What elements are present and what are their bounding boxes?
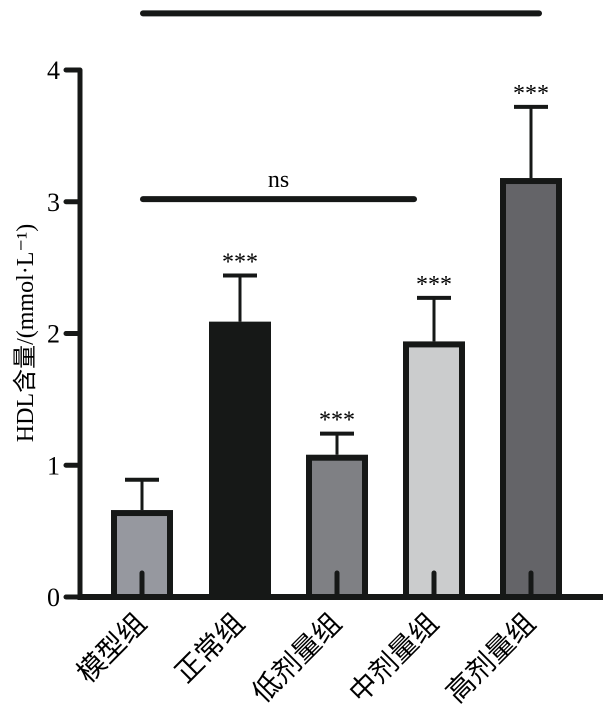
y-tick-label: 3 <box>47 188 60 217</box>
bar-significance-label: *** <box>416 272 452 298</box>
x-tick-label: 低剂量组 <box>246 607 348 709</box>
x-tick-label: 高剂量组 <box>440 607 542 709</box>
y-tick-label: 2 <box>47 320 60 349</box>
y-tick-label: 1 <box>47 451 60 480</box>
comparison-label: *** <box>323 0 359 7</box>
x-tick-label: 模型组 <box>71 607 153 689</box>
x-tick-label: 正常组 <box>169 607 251 689</box>
y-tick-label: 4 <box>47 56 60 85</box>
bar-significance-label: *** <box>319 408 355 434</box>
comparison-label: ns <box>268 167 289 193</box>
y-tick-label: 0 <box>47 583 60 612</box>
bar-significance-label: *** <box>513 81 549 107</box>
bar <box>500 178 562 600</box>
bar-significance-label: *** <box>222 250 258 276</box>
bar <box>403 341 465 600</box>
x-tick-label: 中剂量组 <box>343 607 445 709</box>
y-axis-label: HDL含量/(mmol·L⁻¹) <box>12 224 39 443</box>
bar <box>209 321 271 600</box>
